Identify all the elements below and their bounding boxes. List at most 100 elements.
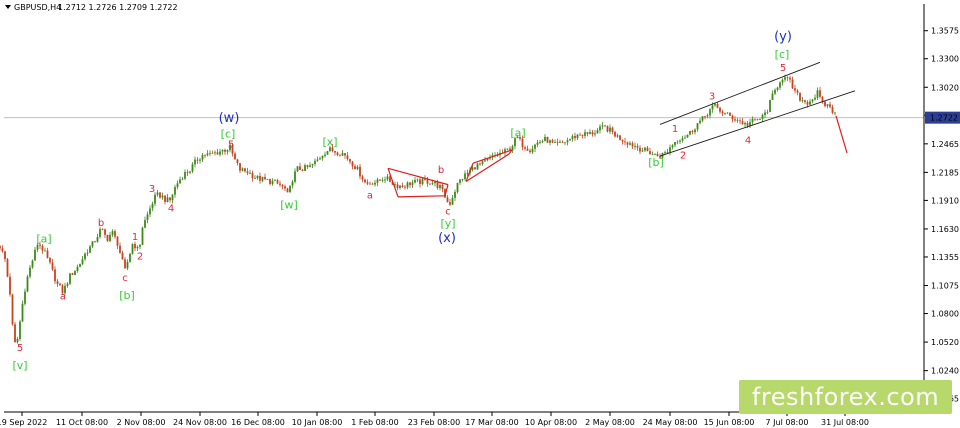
candle [761, 113, 764, 122]
candle [361, 174, 364, 183]
time-tick-label: 17 Mar 08:00 [465, 418, 518, 427]
candle [524, 145, 526, 151]
candle [681, 135, 684, 143]
wave-label: (x) [438, 231, 456, 246]
candle [781, 78, 784, 86]
candle [364, 178, 366, 184]
candle [219, 148, 221, 157]
wedge-pattern-line [508, 149, 513, 155]
wave-label: 3 [149, 184, 155, 195]
candle [184, 169, 186, 181]
candle [254, 175, 256, 179]
candle [631, 141, 634, 150]
candle [429, 183, 431, 185]
candle [584, 129, 586, 139]
candle [789, 75, 791, 83]
candle [529, 148, 531, 154]
candle [506, 148, 509, 151]
candle [44, 247, 46, 252]
candle [581, 134, 584, 139]
candle [776, 86, 779, 92]
candle [614, 130, 616, 138]
candle [216, 148, 219, 155]
candle [56, 279, 59, 287]
candle [116, 236, 119, 250]
candle [171, 194, 174, 204]
price-tick-label: 1.0800 [931, 310, 959, 319]
candle [464, 170, 466, 181]
candle [371, 182, 374, 185]
candle [366, 179, 369, 186]
candle [294, 168, 296, 184]
candle [741, 118, 744, 125]
candle [6, 257, 9, 278]
wave-label: 2 [680, 151, 686, 162]
candle [339, 154, 341, 157]
candle [751, 116, 754, 125]
candle [191, 162, 194, 174]
wave-label: [b] [119, 289, 135, 302]
wave-label: [a] [510, 126, 525, 139]
candle [176, 180, 179, 190]
candle [4, 250, 6, 263]
candle [104, 228, 106, 238]
candle [594, 129, 596, 137]
wedge-pattern-line [465, 153, 510, 183]
candle [699, 118, 701, 125]
time-tick-label: 24 May 08:00 [643, 418, 698, 427]
candle [686, 134, 689, 138]
candle [266, 178, 269, 180]
triangle-pattern-line [387, 167, 449, 186]
dropdown-arrow-icon[interactable] [5, 5, 11, 9]
plot-area[interactable]: 5[v][a]abc[b]1234(w)[c]5[w][x]abc[y](x)[… [0, 29, 924, 372]
candle [16, 336, 19, 344]
candle [291, 179, 294, 189]
candle [241, 167, 244, 172]
candle [234, 151, 236, 160]
candle [224, 148, 226, 155]
wave-label: 4 [168, 204, 174, 215]
candle [679, 139, 681, 145]
candle [734, 116, 736, 123]
price-tick-label: 1.2465 [931, 140, 959, 149]
candle [296, 166, 299, 173]
candle [684, 135, 686, 139]
candle [589, 129, 591, 135]
candle [346, 152, 349, 161]
wave-label: c [122, 273, 128, 284]
candle [31, 259, 34, 269]
candle [794, 84, 796, 94]
candle [739, 118, 741, 125]
candle [474, 167, 476, 170]
candle [246, 167, 249, 176]
candle [691, 129, 694, 135]
candle [284, 184, 286, 192]
candle [531, 145, 534, 155]
candle [801, 96, 804, 103]
candle [439, 182, 441, 191]
candle [326, 150, 329, 155]
candle [226, 149, 229, 155]
candle [54, 266, 56, 284]
candle [244, 167, 246, 173]
candle [251, 170, 254, 182]
candle [239, 162, 241, 173]
candle [99, 226, 101, 239]
candle [14, 321, 16, 343]
price-tick-label: 1.1355 [931, 253, 959, 262]
candle [74, 270, 76, 276]
time-tick-label: 2 May 08:00 [585, 418, 635, 427]
candle [434, 181, 436, 187]
candle [694, 128, 696, 135]
candle [151, 201, 154, 212]
candle [671, 144, 674, 150]
price-tick-label: 1.2185 [931, 168, 959, 177]
wave-label: [y] [440, 217, 455, 230]
candle [396, 181, 399, 191]
candle [354, 164, 356, 170]
candle [554, 139, 556, 143]
candle [519, 134, 521, 141]
candle [261, 176, 264, 183]
candle [546, 136, 549, 143]
freshforex-logo-text: freshforex.com [751, 383, 940, 411]
